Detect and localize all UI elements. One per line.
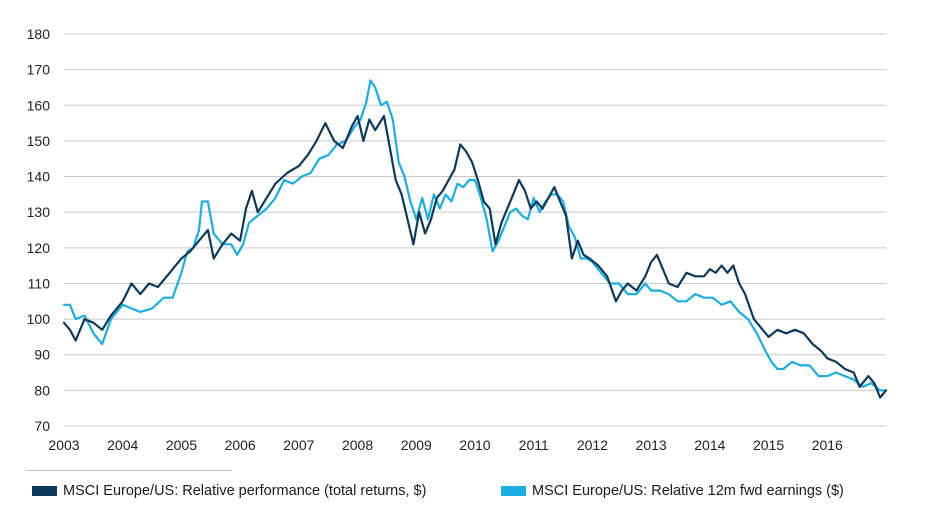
x-tick-label: 2007 (283, 437, 314, 453)
y-tick-label: 120 (27, 240, 51, 256)
legend-swatch-dark (32, 486, 57, 496)
x-tick-label: 2008 (342, 437, 373, 453)
legend-label-relative-performance: MSCI Europe/US: Relative performance (to… (63, 483, 427, 499)
y-tick-label: 150 (27, 133, 51, 149)
y-tick-label: 100 (27, 311, 51, 327)
y-tick-label: 170 (27, 62, 51, 78)
y-tick-label: 110 (28, 275, 51, 291)
y-tick-label: 80 (34, 382, 50, 398)
x-tick-label: 2009 (401, 437, 432, 453)
y-tick-label: 70 (34, 418, 50, 434)
x-tick-label: 2006 (225, 437, 256, 453)
chart-legend: MSCI Europe/US: Relative performance (to… (26, 470, 916, 510)
series-line-relative-performance (62, 114, 888, 399)
x-tick-label: 2012 (577, 437, 608, 453)
x-tick-label: 2011 (519, 437, 549, 453)
y-tick-label: 90 (34, 347, 50, 363)
y-tick-label: 180 (27, 26, 51, 42)
legend-swatch-light (501, 486, 526, 496)
legend-label-relative-earnings: MSCI Europe/US: Relative 12m fwd earning… (532, 483, 844, 499)
y-tick-label: 130 (27, 204, 51, 220)
y-tick-label: 160 (27, 97, 51, 113)
x-tick-label: 2013 (636, 437, 667, 453)
x-tick-label: 2005 (166, 437, 197, 453)
series-lines (62, 79, 888, 399)
y-tick-label: 140 (27, 169, 51, 185)
legend-item-relative-earnings: MSCI Europe/US: Relative 12m fwd earning… (501, 483, 844, 499)
x-tick-label: 2004 (107, 437, 138, 453)
x-axis-ticks: 2003 2004 2005 2006 2007 2008 2009 2010 2011 2012… (48, 437, 843, 453)
x-tick-label: 2015 (753, 437, 784, 453)
x-tick-label: 2014 (694, 437, 725, 453)
x-tick-label: 2016 (812, 437, 843, 453)
y-axis-ticks: 70 80 90 100 110 120 130 140 150 160 170 180 (27, 26, 51, 434)
legend-item-relative-performance: MSCI Europe/US: Relative performance (to… (32, 483, 426, 499)
series-line-relative-earnings (62, 79, 888, 392)
gridlines (64, 33, 886, 427)
legend-divider (26, 470, 232, 471)
x-tick-label: 2003 (48, 437, 79, 453)
x-tick-label: 2010 (459, 437, 490, 453)
